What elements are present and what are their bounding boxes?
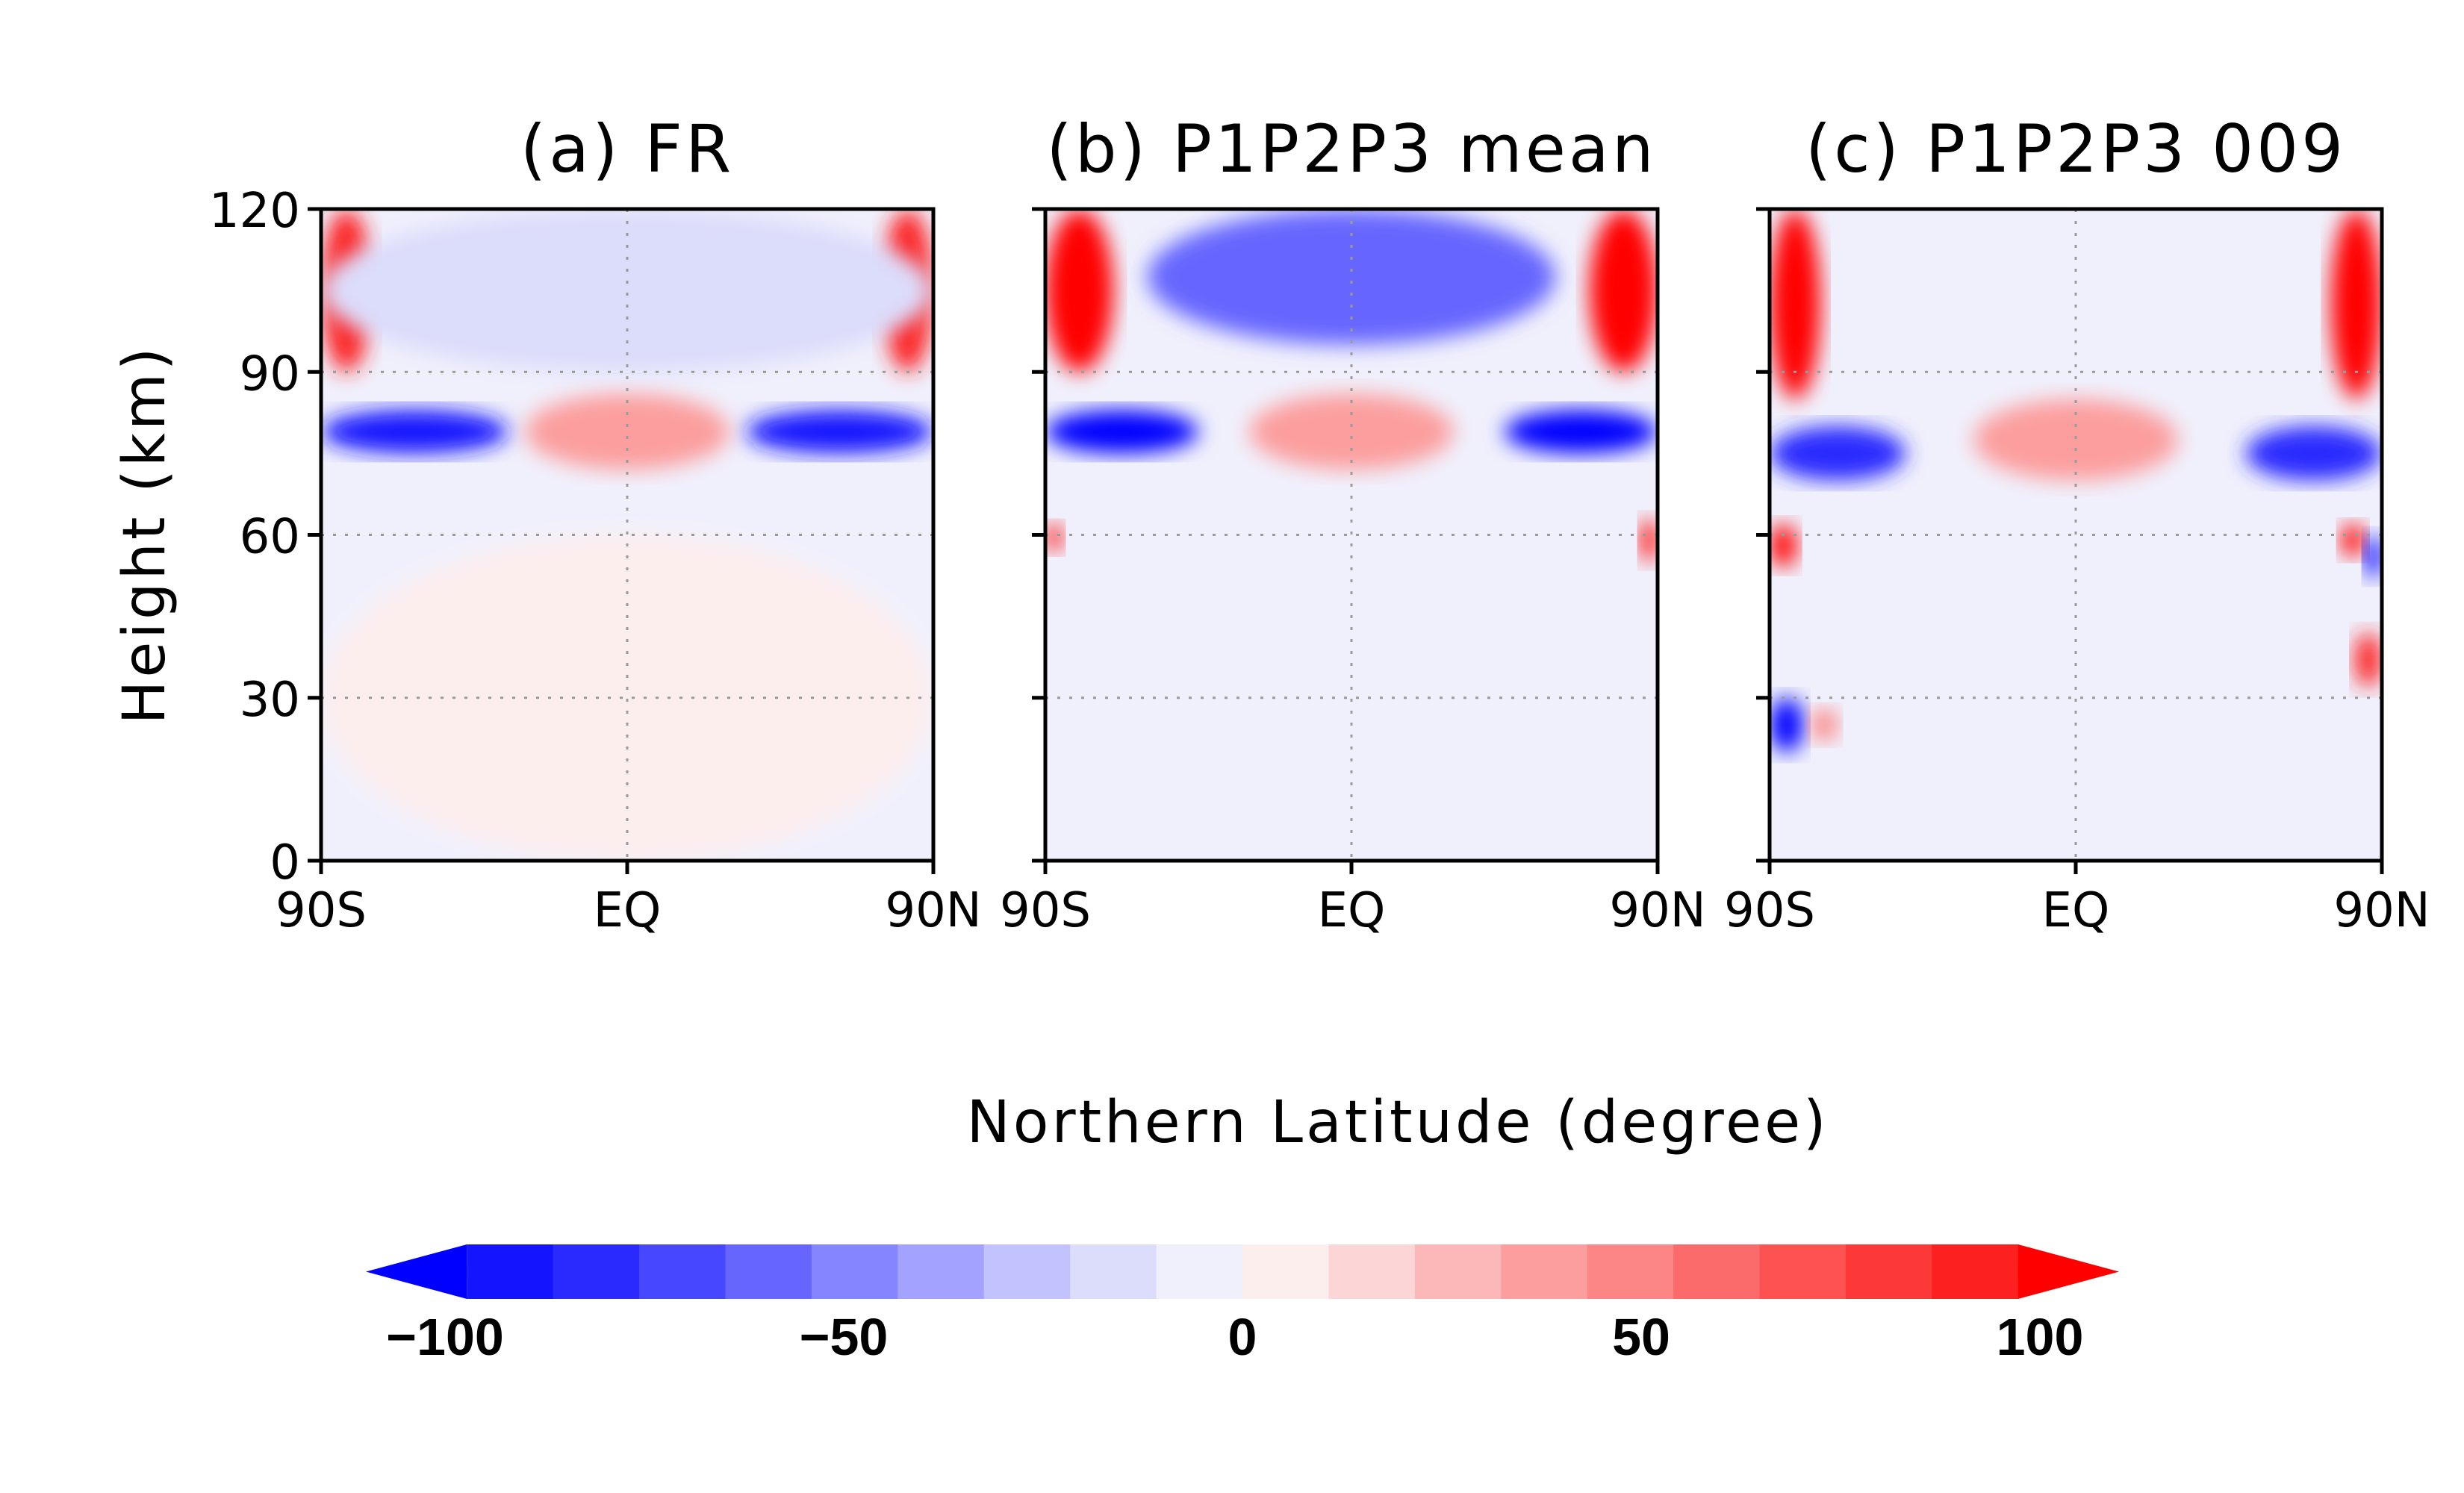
colorbar-arrow-high (2017, 1244, 2119, 1299)
colorbar-label-zero: 0 (1228, 1308, 1257, 1366)
x-tick-label: 90N (885, 883, 981, 938)
heatmap-cell (1973, 399, 2178, 481)
colorbar-swatch (1328, 1244, 1416, 1299)
heatmap-cell (1045, 523, 1063, 552)
heatmap-cell (321, 534, 933, 861)
heatmap-cell (1045, 410, 1198, 454)
colorbar-swatch (725, 1244, 812, 1299)
y-tick-label: 0 (270, 835, 300, 891)
colorbar-label-neg100: −100 (386, 1308, 504, 1366)
colorbar-swatch (897, 1244, 985, 1299)
heatmap-cell (1770, 426, 1906, 481)
heatmap-cell (1589, 209, 1658, 373)
x-axis-title: Northern Latitude (degree) (966, 1089, 1829, 1156)
panel-title-a: (a) FR (520, 110, 734, 187)
colorbar-arrow-low (366, 1244, 467, 1299)
heatmap-cell (1770, 209, 1821, 399)
heatmap-cell (746, 410, 933, 454)
x-tick-label: 90N (1609, 883, 1705, 938)
colorbar-swatch (1414, 1244, 1502, 1299)
y-tick-label: 60 (240, 510, 300, 565)
heatmap-cell (1249, 393, 1454, 470)
y-tick-label: 30 (240, 673, 300, 728)
colorbar-swatch (1587, 1244, 1674, 1299)
x-tick-label: 90S (276, 883, 367, 938)
x-tick-label: 90N (2333, 883, 2430, 938)
colorbar-swatch (1673, 1244, 1761, 1299)
colorbar-swatch (1932, 1244, 2019, 1299)
colorbar-swatch (553, 1244, 640, 1299)
colorbar-swatch (1156, 1244, 1243, 1299)
heatmap-cell (525, 393, 729, 470)
colorbar-swatch (1501, 1244, 1588, 1299)
y-axis-title: Height (km) (111, 345, 178, 725)
colorbar-swatch (467, 1244, 554, 1299)
heatmap-cell (2365, 534, 2382, 579)
panel-a: 0 30 60 90 120 90S EQ 90N (209, 184, 982, 938)
colorbar-swatch (1845, 1244, 1932, 1299)
colorbar-swatch (1070, 1244, 1157, 1299)
panel-c: 90S EQ 90N (1724, 207, 2430, 938)
heatmap-cell (321, 209, 933, 373)
heatmap-cell (1147, 209, 1556, 345)
x-tick-label: EQ (1318, 883, 1386, 938)
colorbar-label-neg50: −50 (800, 1308, 889, 1366)
colorbar-swatch (983, 1244, 1071, 1299)
heatmap-cell (1810, 708, 1838, 741)
x-tick-label: EQ (2042, 883, 2110, 938)
heatmap-cell (1770, 523, 1797, 568)
colorbar-swatch (1242, 1244, 1330, 1299)
heatmap-cell (1045, 209, 1114, 373)
heatmap-cell (2330, 209, 2382, 399)
heatmap-cell (2354, 632, 2382, 688)
heatmap-cell (1770, 697, 1804, 752)
panel-title-b: (b) P1P2P3 mean (1046, 110, 1656, 187)
colorbar-swatch (1759, 1244, 1847, 1299)
y-tick-label: 90 (240, 346, 300, 402)
panel-title-c: (c) P1P2P3 009 (1805, 110, 2346, 187)
heatmap-cell (1640, 518, 1658, 562)
x-tick-label: EQ (594, 883, 662, 938)
colorbar-label-50: 50 (1612, 1308, 1670, 1366)
heatmap-cell (1505, 410, 1658, 454)
colorbar-swatch (639, 1244, 727, 1299)
colorbar-swatch (811, 1244, 898, 1299)
x-tick-label: 90S (1000, 883, 1091, 938)
heatmap-cell (2245, 426, 2382, 481)
heatmap-cell (2341, 523, 2365, 557)
x-tick-label: 90S (1724, 883, 1815, 938)
panel-b: 90S EQ 90N (1000, 207, 1706, 938)
y-tick-label: 120 (209, 184, 300, 239)
heatmap-cell (321, 410, 508, 454)
colorbar (366, 1244, 2119, 1299)
colorbar-label-100: 100 (1997, 1308, 2084, 1366)
